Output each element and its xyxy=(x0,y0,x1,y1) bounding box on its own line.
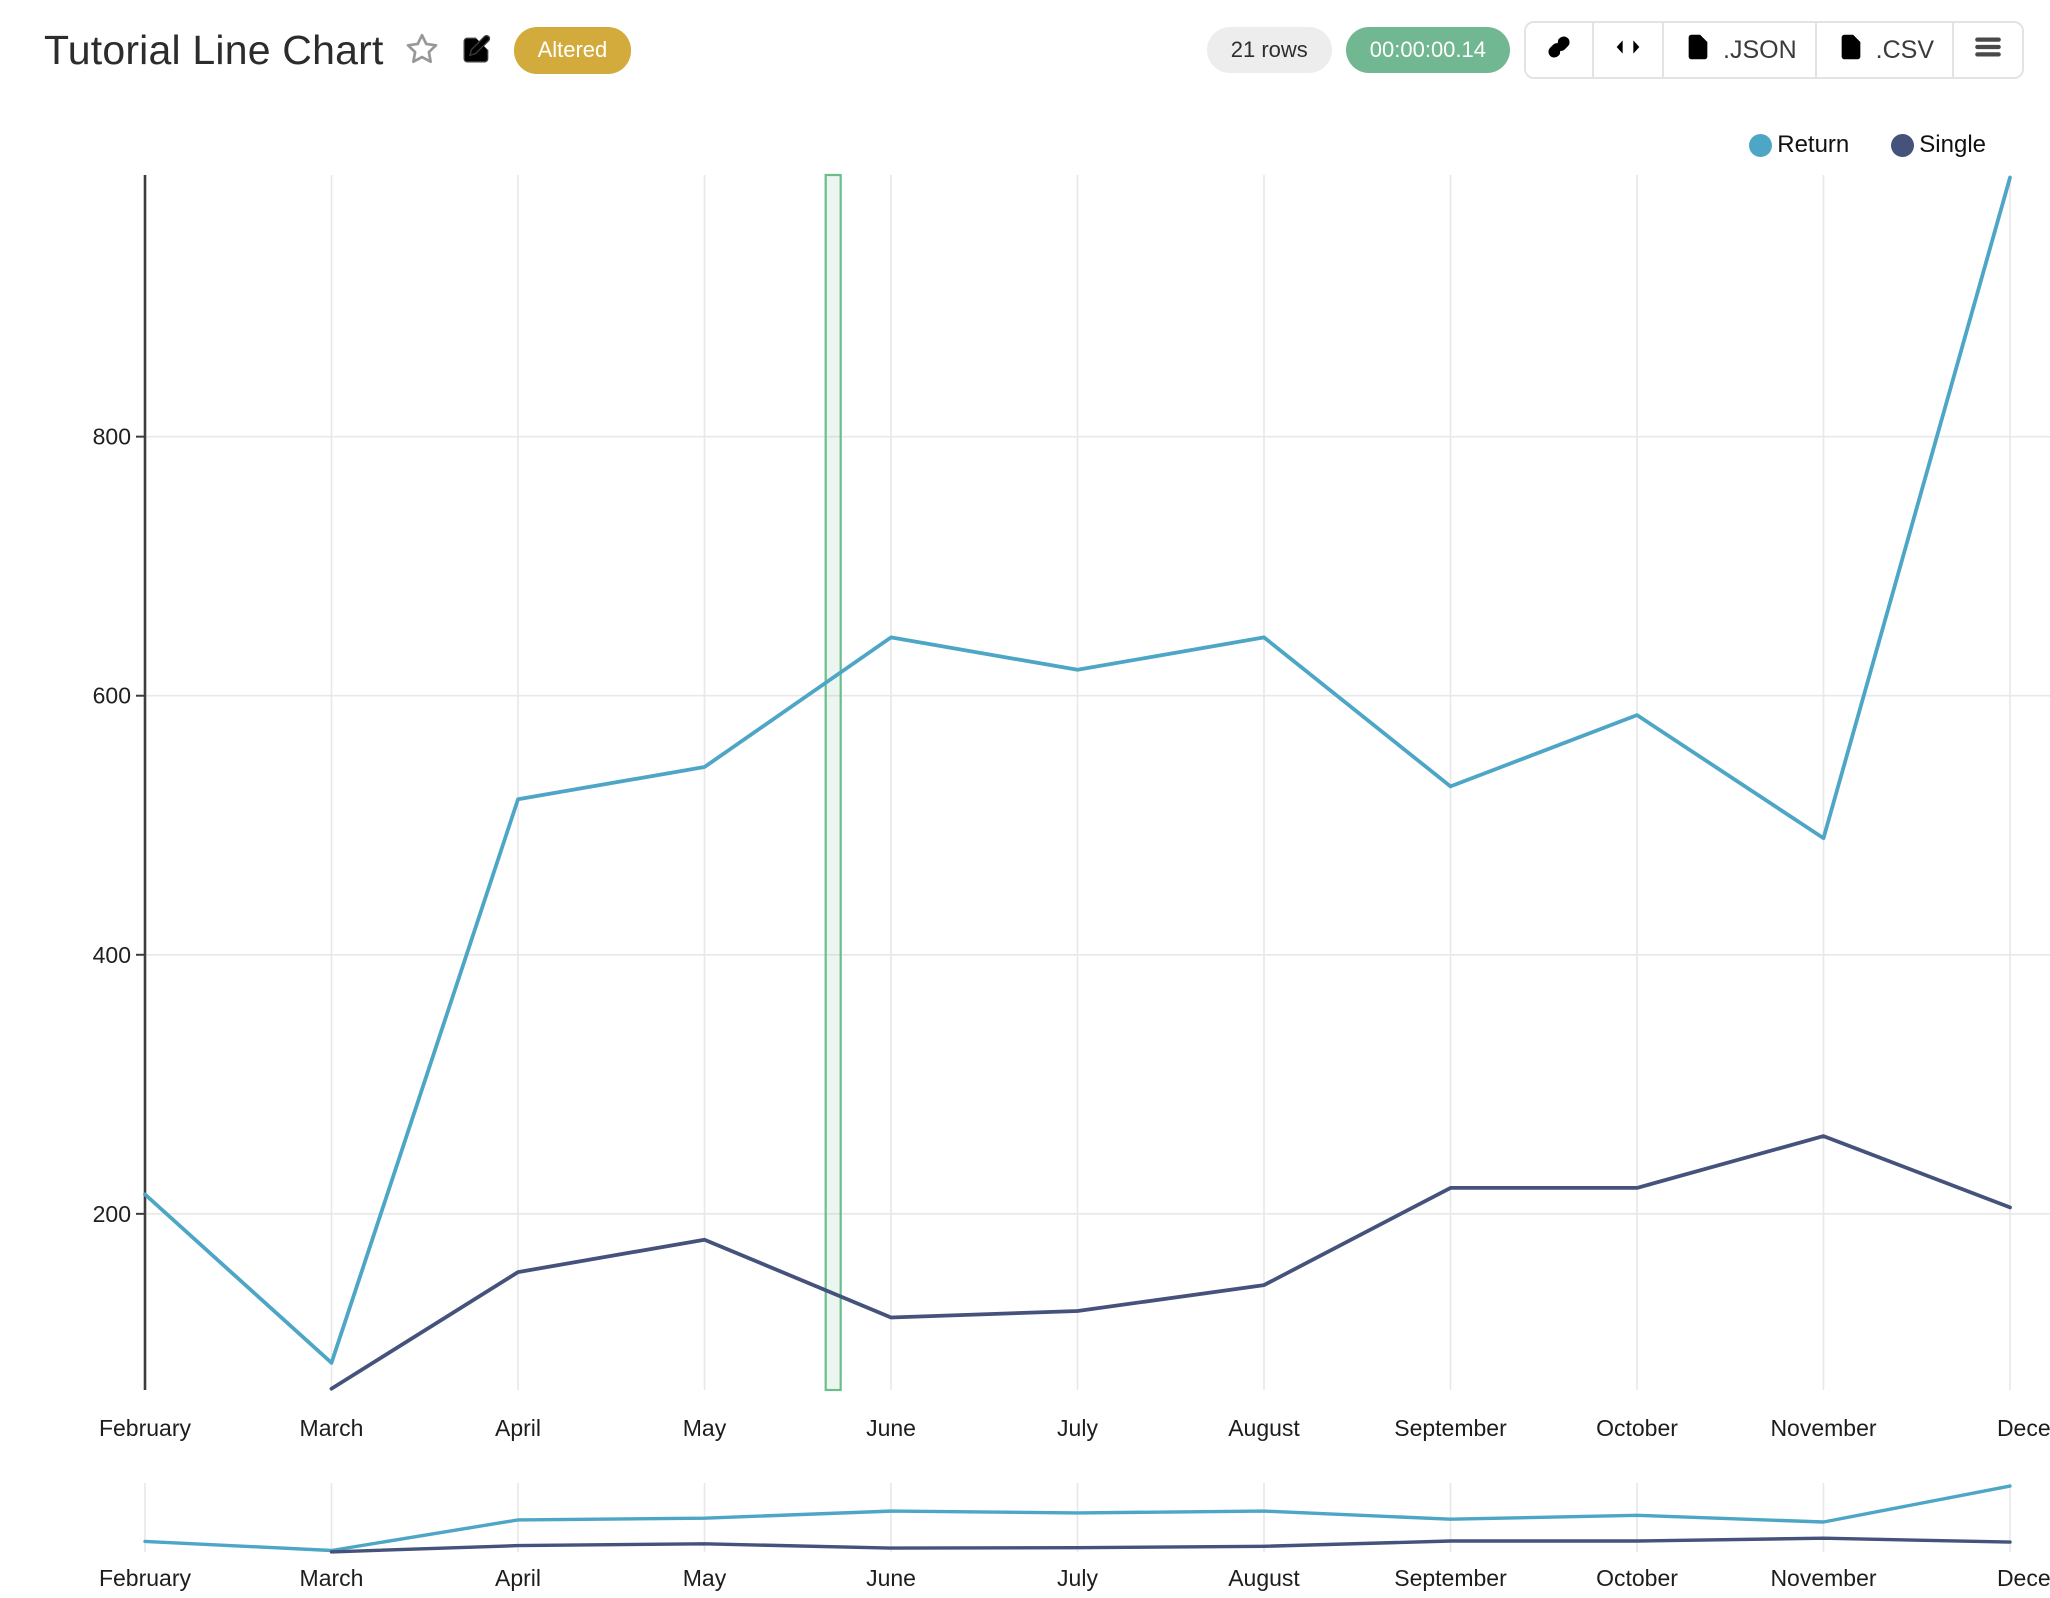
legend-dot-single xyxy=(1891,133,1915,157)
file-json-icon xyxy=(1682,31,1714,70)
minimap-month-label: June xyxy=(866,1565,916,1591)
page-title: Tutorial Line Chart xyxy=(44,26,384,73)
star-icon xyxy=(404,31,440,70)
highlight-band xyxy=(824,173,842,1392)
month-label: July xyxy=(1057,1415,1098,1441)
month-label: May xyxy=(683,1415,727,1441)
legend-dot-return xyxy=(1749,133,1773,157)
series-line-single xyxy=(329,1134,2012,1391)
month-label: February xyxy=(99,1415,192,1441)
y-tick-label: 600 xyxy=(93,683,131,709)
minimap-line-single xyxy=(329,1536,2012,1554)
y-axis: 200 400 600 800 xyxy=(93,175,147,1390)
download-json-button[interactable]: .JSON xyxy=(1662,23,1815,77)
menu-icon xyxy=(1972,31,2004,70)
header: Tutorial Line Chart Altered 21 rows 00:0… xyxy=(44,12,2024,88)
month-label: November xyxy=(1770,1415,1876,1441)
file-csv-icon xyxy=(1835,31,1867,70)
embed-code-button[interactable] xyxy=(1592,23,1663,77)
minimap-month-label: March xyxy=(300,1565,364,1591)
month-label: June xyxy=(866,1415,916,1441)
series-line-return xyxy=(143,175,2012,1365)
minimap-month-label: October xyxy=(1596,1565,1678,1591)
copy-link-button[interactable] xyxy=(1526,23,1593,77)
edit-icon xyxy=(460,32,494,69)
minimap-month-label: August xyxy=(1228,1565,1300,1591)
download-json-label: .JSON xyxy=(1723,35,1797,64)
month-label: March xyxy=(300,1415,364,1441)
minimap-month-label: December xyxy=(1997,1565,2050,1591)
minimap-month-label: April xyxy=(495,1565,541,1591)
x-axis-labels: February February March March April April May M… xyxy=(99,1415,2050,1591)
edit-button[interactable] xyxy=(460,32,494,69)
download-csv-button[interactable]: .CSV xyxy=(1814,23,1952,77)
menu-button[interactable] xyxy=(1952,23,2022,77)
link-icon xyxy=(1544,32,1574,69)
status-badge: Altered xyxy=(513,26,632,74)
minimap-month-label: November xyxy=(1770,1565,1876,1591)
month-label: September xyxy=(1394,1415,1507,1441)
minimap-line-return xyxy=(143,1484,2012,1553)
gridlines xyxy=(144,175,2050,1552)
chart-legend: Return Single xyxy=(1749,131,1986,159)
minimap-month-label: September xyxy=(1394,1565,1507,1591)
favorite-button[interactable] xyxy=(404,31,440,70)
month-label: August xyxy=(1228,1415,1300,1441)
download-csv-label: .CSV xyxy=(1875,35,1934,64)
legend-item-single[interactable]: Single xyxy=(1891,131,1986,159)
row-count-badge: 21 rows xyxy=(1206,27,1332,73)
month-label: October xyxy=(1596,1415,1678,1441)
minimap-month-label: February xyxy=(99,1565,192,1591)
y-tick-label: 400 xyxy=(93,942,131,968)
y-tick-label: 800 xyxy=(93,424,131,450)
code-icon xyxy=(1612,31,1644,70)
month-label: April xyxy=(495,1415,541,1441)
legend-label-return: Return xyxy=(1777,131,1850,158)
export-toolbar: .JSON .CSV xyxy=(1524,21,2024,79)
legend-label-single: Single xyxy=(1919,131,1986,158)
timer-badge: 00:00:00.14 xyxy=(1345,27,1511,73)
month-label: December xyxy=(1997,1415,2050,1441)
minimap-month-label: May xyxy=(683,1565,727,1591)
y-tick-label: 200 xyxy=(93,1201,131,1227)
legend-item-return[interactable]: Return xyxy=(1749,131,1849,159)
minimap-month-label: July xyxy=(1057,1565,1098,1591)
